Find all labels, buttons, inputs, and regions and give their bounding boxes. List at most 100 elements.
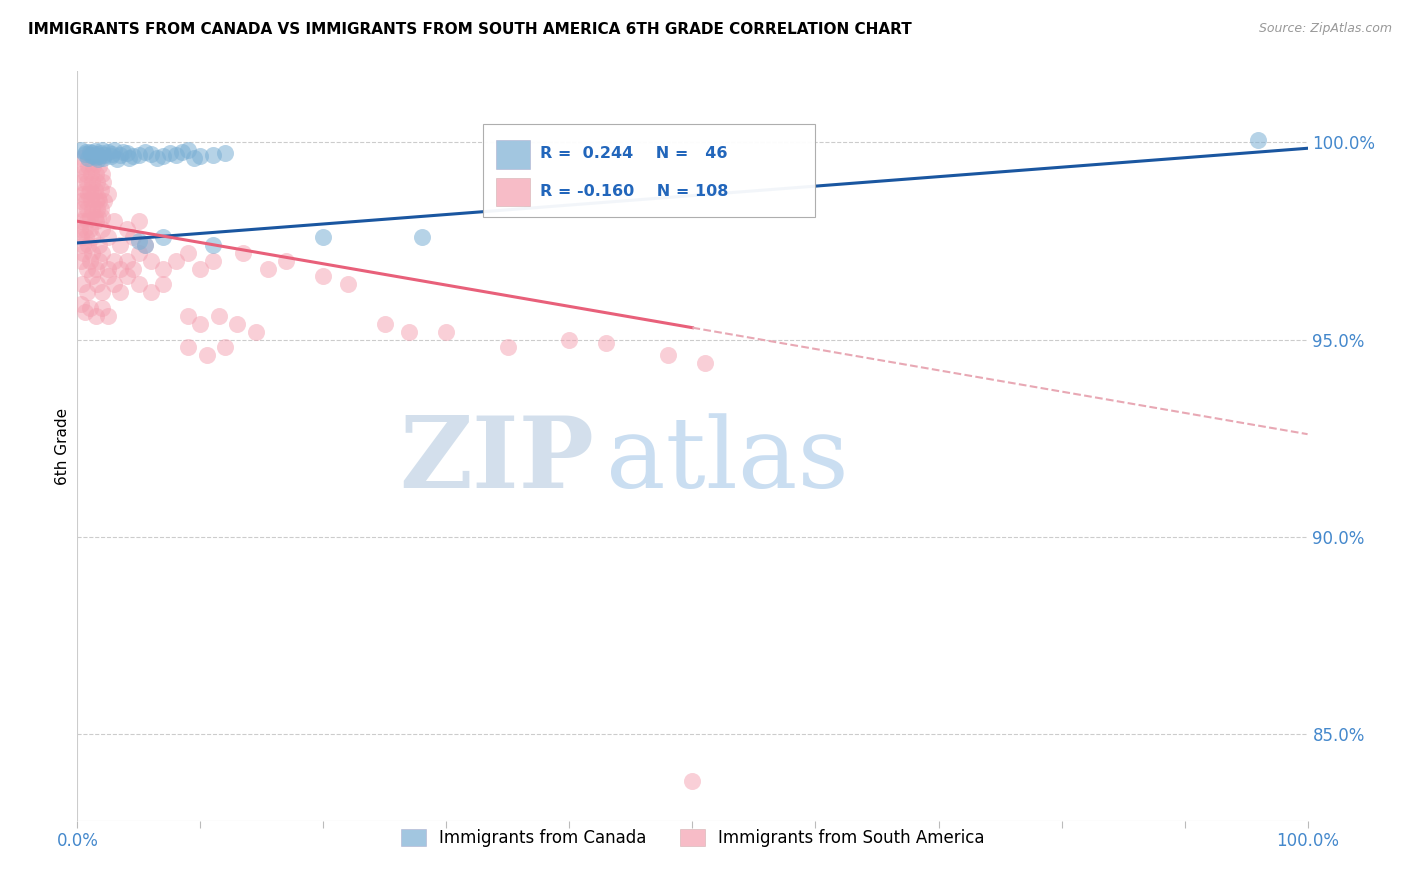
Point: [75, 167, 97, 181]
Point: [103, 143, 125, 157]
Point: [76, 261, 98, 276]
Point: [90, 211, 114, 225]
Point: [75, 194, 97, 209]
Point: [101, 147, 124, 161]
Point: [195, 348, 218, 362]
Point: [79, 301, 101, 315]
Point: [82, 149, 104, 163]
Point: [90, 285, 114, 300]
Point: [128, 277, 150, 292]
Point: [84, 214, 107, 228]
Point: [90, 183, 112, 197]
Point: [177, 309, 200, 323]
Text: atlas: atlas: [606, 413, 849, 508]
Point: [76, 285, 98, 300]
Point: [79, 183, 101, 197]
Point: [97, 261, 120, 276]
Point: [165, 253, 187, 268]
Point: [84, 309, 107, 323]
Point: [69, 167, 91, 181]
Point: [134, 238, 156, 252]
Point: [70, 151, 93, 165]
Point: [201, 238, 224, 252]
Point: [374, 317, 396, 331]
Point: [115, 253, 138, 268]
Point: [79, 211, 101, 225]
Point: [70, 194, 93, 209]
Point: [73, 211, 96, 225]
Point: [121, 149, 143, 163]
Point: [91, 151, 114, 165]
Point: [121, 261, 143, 276]
Point: [226, 317, 249, 331]
Point: [80, 148, 103, 162]
Point: [79, 222, 101, 236]
Point: [97, 269, 120, 284]
Point: [82, 202, 104, 217]
Point: [84, 261, 107, 276]
Point: [312, 230, 335, 244]
Point: [183, 151, 205, 165]
Point: [79, 145, 101, 160]
Point: [75, 230, 97, 244]
Point: [86, 202, 108, 217]
Point: [89, 238, 111, 252]
Point: [128, 214, 150, 228]
Point: [170, 145, 193, 160]
Point: [398, 325, 420, 339]
Point: [70, 175, 93, 189]
Point: [188, 317, 212, 331]
Point: [103, 277, 125, 292]
Point: [70, 253, 93, 268]
Point: [177, 245, 200, 260]
Point: [97, 230, 120, 244]
Point: [86, 175, 108, 189]
Point: [103, 253, 125, 268]
Point: [80, 167, 103, 181]
Point: [188, 261, 212, 276]
Legend: Immigrants from Canada, Immigrants from South America: Immigrants from Canada, Immigrants from …: [394, 822, 991, 854]
Point: [128, 234, 150, 248]
Point: [558, 333, 581, 347]
Text: IMMIGRANTS FROM CANADA VS IMMIGRANTS FROM SOUTH AMERICA 6TH GRADE CORRELATION CH: IMMIGRANTS FROM CANADA VS IMMIGRANTS FRO…: [28, 22, 912, 37]
Point: [312, 269, 335, 284]
Point: [82, 146, 104, 161]
Text: Source: ZipAtlas.com: Source: ZipAtlas.com: [1258, 22, 1392, 36]
Point: [91, 175, 114, 189]
Point: [89, 159, 111, 173]
Point: [82, 175, 104, 189]
Y-axis label: 6th Grade: 6th Grade: [55, 408, 70, 484]
Point: [159, 146, 181, 161]
Point: [83, 144, 105, 158]
Point: [87, 152, 110, 166]
Point: [89, 253, 111, 268]
Point: [110, 261, 132, 276]
Point: [152, 149, 174, 163]
Point: [82, 269, 104, 284]
Point: [72, 186, 94, 201]
Point: [90, 222, 114, 236]
Point: [73, 183, 96, 197]
Point: [83, 211, 105, 225]
Point: [115, 146, 138, 161]
Point: [111, 145, 134, 160]
Point: [83, 183, 105, 197]
Point: [257, 261, 280, 276]
Point: [141, 147, 163, 161]
Point: [146, 151, 169, 165]
Point: [84, 150, 107, 164]
Point: [72, 238, 94, 252]
Text: ZIP: ZIP: [399, 412, 595, 509]
Point: [76, 214, 98, 228]
Point: [72, 159, 94, 173]
Point: [70, 143, 93, 157]
Point: [93, 194, 115, 209]
Point: [77, 186, 100, 201]
Point: [76, 175, 98, 189]
Point: [84, 167, 107, 181]
Point: [682, 774, 704, 789]
Point: [134, 145, 156, 160]
Point: [1247, 133, 1270, 147]
Point: [79, 253, 101, 268]
Point: [118, 151, 141, 165]
